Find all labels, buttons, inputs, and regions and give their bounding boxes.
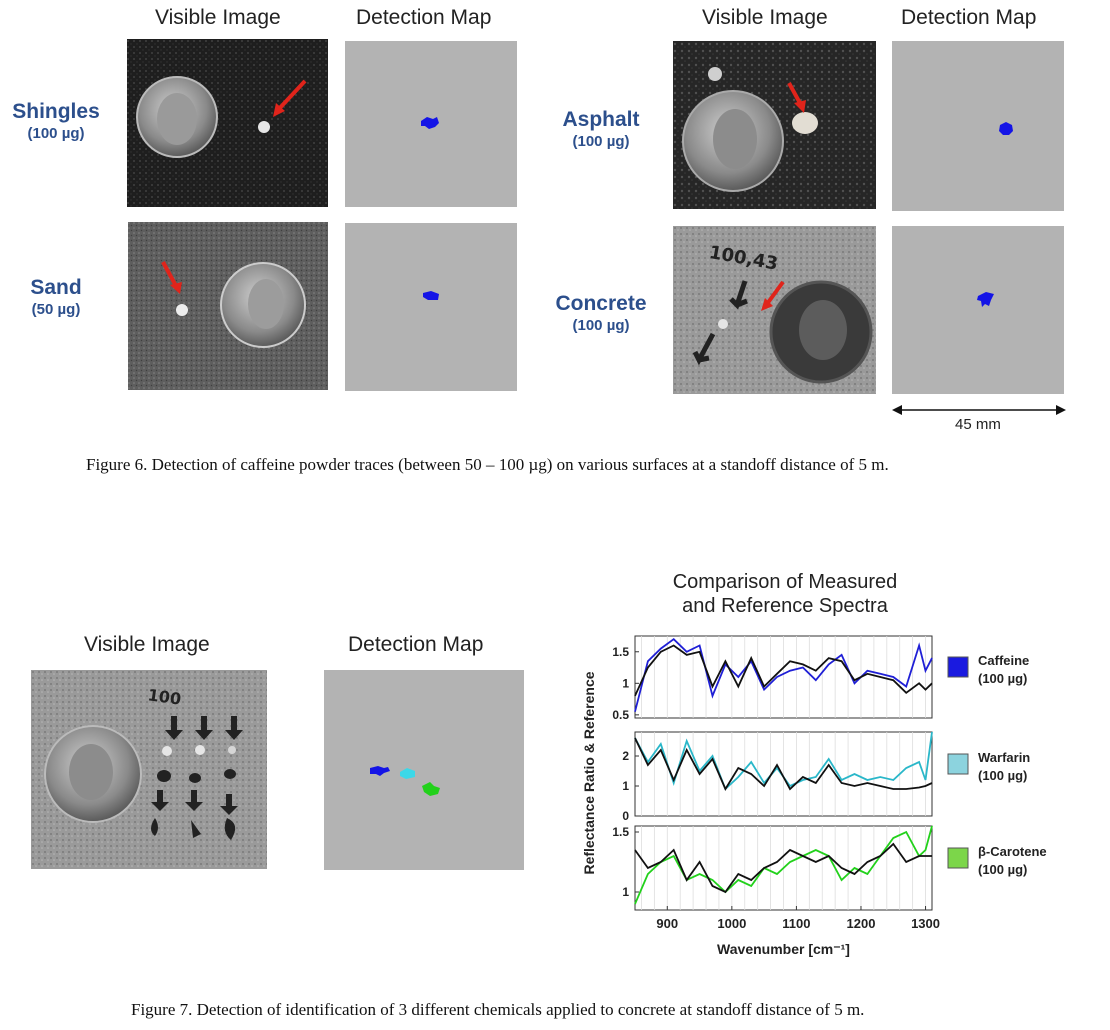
chart-title-line: Comparison of Measured [672,571,898,593]
sample-label-sand: Sand (50 µg) [0,276,112,319]
concrete-detection-map [892,226,1064,394]
y-tick-label: 0 [622,809,629,823]
handwritten-label: 100 [147,685,183,708]
measured-series-line [634,638,933,712]
fig6-header-detection-left: Detection Map [356,6,492,29]
y-tick-label: 1 [622,676,629,690]
chart-title: Comparison of Measured and Reference Spe… [610,570,960,618]
fig6-header-visible-left: Visible Image [155,6,281,29]
x-tick-label: 1200 [847,916,876,931]
sample-name: Sand [30,276,82,299]
sample-amount: (100 µg) [572,133,630,151]
shingles-visible-image [127,39,328,207]
scale-label: 45 mm [955,416,1001,433]
y-tick-label: 1 [622,779,629,793]
legend-amount: (100 µg) [978,768,1027,783]
powder-trace [792,112,818,134]
detection-blob [977,292,994,307]
sand-visible-image [128,222,328,390]
reference-series-line [634,737,933,791]
x-axis-label: Wavenumber [cm⁻¹] [717,941,850,957]
y-tick-label: 1 [622,885,629,899]
sample-name: Shingles [12,100,100,123]
chart-title-line: and Reference Spectra [682,595,888,617]
legend-name: β-Carotene [978,844,1047,859]
figure7-caption: Figure 7. Detection of identification of… [131,1000,865,1019]
x-tick-label: 900 [656,916,678,931]
asphalt-detection-map [892,41,1064,211]
reference-series-line [634,842,932,894]
x-tick-label: 1100 [782,916,810,931]
legend-swatch [947,656,969,678]
sample-label-asphalt: Asphalt (100 µg) [545,108,657,151]
legend-name: Caffeine [978,653,1029,668]
powder-trace [162,746,172,756]
y-tick-label: 2 [622,749,629,763]
powder-trace [228,746,236,754]
legend-amount: (100 µg) [978,862,1027,877]
detection-blob [421,117,439,129]
fig7-detection-map [324,670,524,870]
pointer-arrow [765,280,785,306]
sample-name: Asphalt [562,108,640,131]
scale-bar [892,405,1066,415]
asphalt-visible-image [673,41,876,209]
detection-blob [423,291,439,300]
y-tick-label: 0.5 [612,708,629,722]
fig7-header-visible: Visible Image [84,633,210,656]
fig7-visible-image: 100 [31,670,267,869]
detection-blob-caffeine [370,766,390,776]
legend-swatch [947,847,969,869]
legend-name: Warfarin [978,750,1030,765]
powder-trace [195,745,205,755]
pointer-arrow [275,79,307,113]
powder-trace [718,319,728,329]
sample-amount: (50 µg) [31,301,81,319]
fig7-header-detection: Detection Map [348,633,484,656]
sample-label-concrete: Concrete (100 µg) [545,292,657,335]
sample-amount: (100 µg) [27,125,85,143]
shingles-detection-map [345,41,517,207]
y-tick-label: 1.5 [612,645,629,659]
legend-swatch [947,753,969,775]
reference-series-line [634,644,933,697]
fig6-header-visible-right: Visible Image [702,6,828,29]
sample-amount: (100 µg) [572,317,630,335]
powder-trace [176,304,188,316]
detection-blob-warfarin [400,768,415,779]
figure6-caption: Figure 6. Detection of caffeine powder t… [86,455,889,474]
pointer-arrow [161,261,178,287]
detection-blob-carotene [422,782,440,796]
y-tick-label: 1.5 [612,825,629,839]
measured-series-line [634,731,933,791]
sample-label-shingles: Shingles (100 µg) [0,100,112,143]
legend-amount: (100 µg) [978,671,1027,686]
pointer-arrow [787,82,803,106]
detection-blob [999,122,1013,135]
powder-trace [258,121,270,133]
sand-detection-map [345,223,517,391]
y-axis-label: Reflectance Ratio & Reference [581,671,597,874]
spectra-chart: 1.5 1 0.5 Caffeine (100 µg) 2 1 0 Warfarin (100 µ… [581,635,1047,957]
fig6-header-detection-right: Detection Map [901,6,1037,29]
concrete-visible-image: 100,43 [673,226,876,394]
sample-name: Concrete [555,292,647,315]
x-tick-label: 1000 [717,916,746,931]
x-tick-label: 1300 [911,916,940,931]
